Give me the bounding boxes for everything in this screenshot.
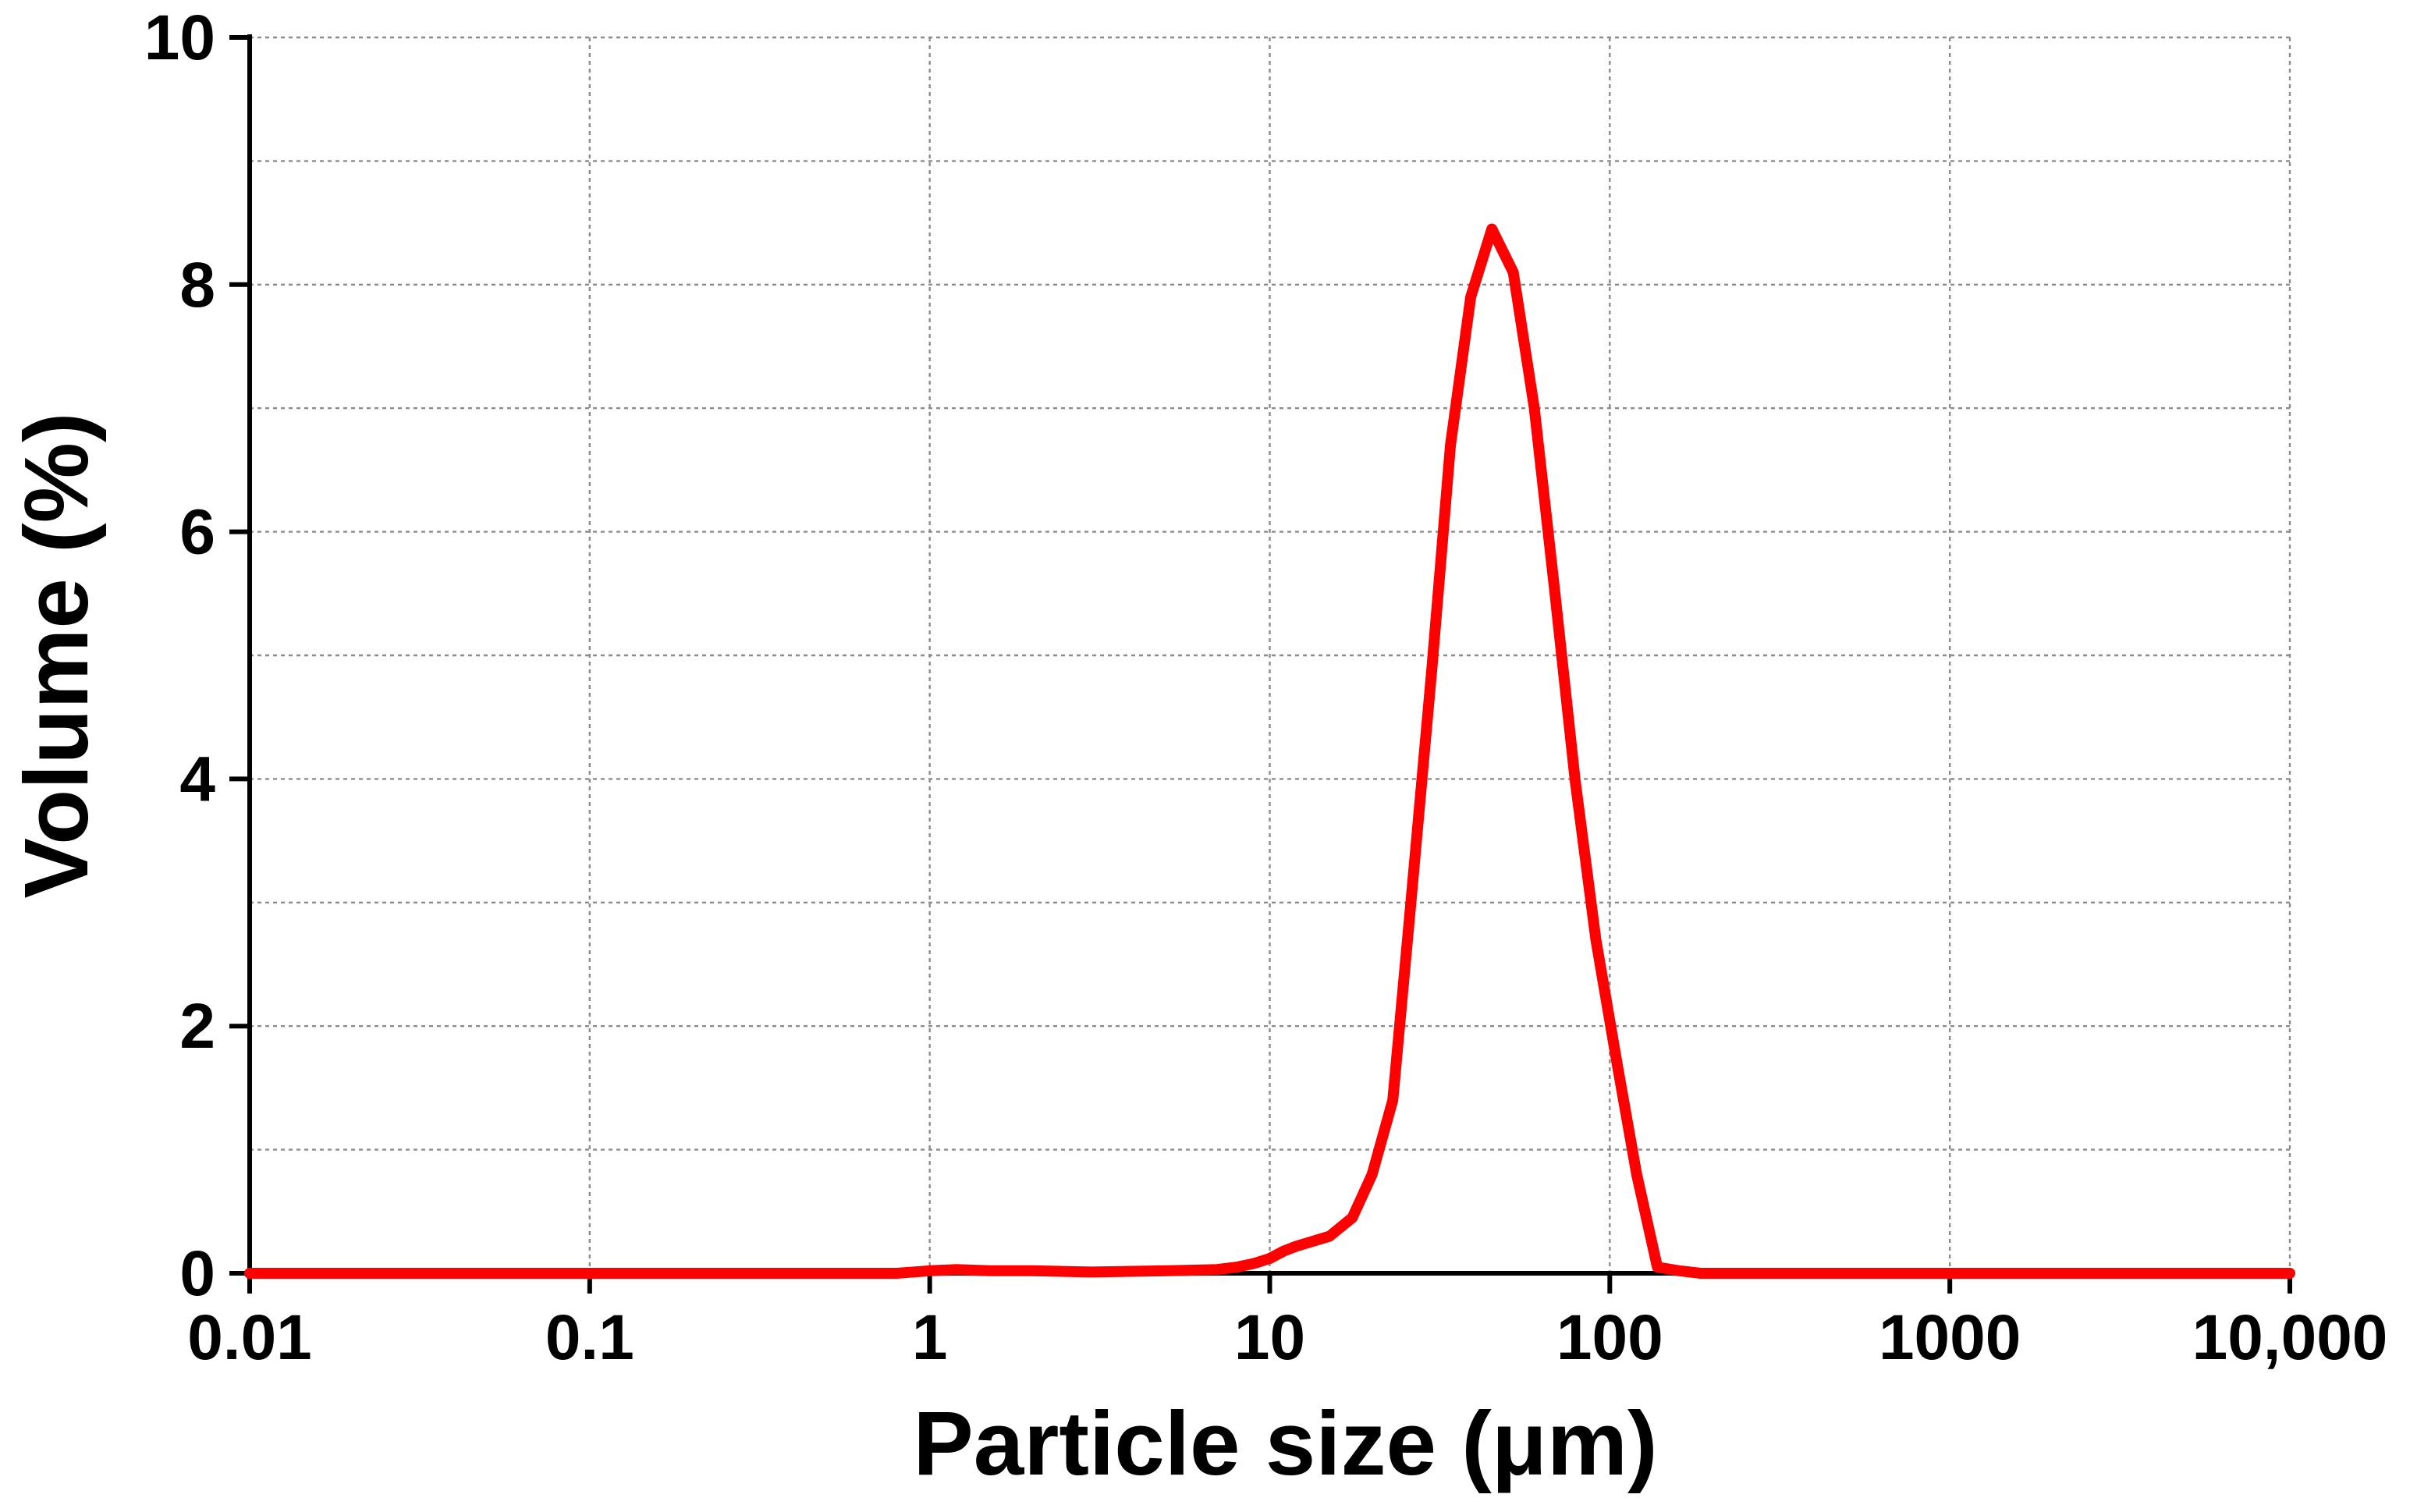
labels-layer: Particle size (μm) Volume (%) 0 2 4 6 8 10 0.0… [5,2,2387,1494]
x-tick-label: 0.01 [187,1302,312,1373]
x-tick-label: 0.1 [545,1302,634,1373]
y-axis-title: Volume (%) [5,413,107,899]
y-tick-label: 2 [179,991,215,1062]
y-tick-label: 6 [179,497,215,568]
x-axis-title: Particle size (μm) [913,1393,1657,1494]
x-tick-label: 10 [1234,1302,1305,1373]
grid-layer [250,36,2291,1273]
data-line-series-1 [244,223,2295,1279]
y-tick-label: 4 [179,744,215,815]
series-layer [244,223,2295,1279]
x-tick-label: 100 [1556,1302,1663,1373]
y-tick-label: 8 [179,250,215,321]
axes-layer [229,34,2293,1294]
x-tick-label: 1000 [1879,1302,2021,1373]
x-tick-label: 1 [912,1302,948,1373]
y-tick-label: 0 [179,1238,215,1309]
x-tick-label: 10,000 [2192,1302,2388,1373]
y-tick-label: 10 [144,2,215,73]
